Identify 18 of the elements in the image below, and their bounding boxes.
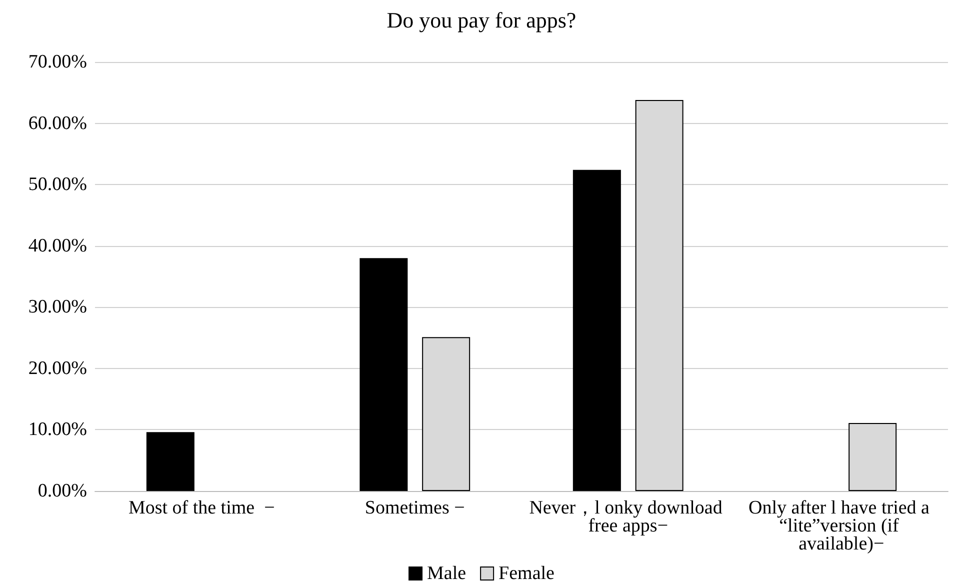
y-tick-label: 40.00% <box>28 235 88 256</box>
bar <box>360 258 408 491</box>
y-tick-label: 50.00% <box>28 174 88 196</box>
y-tick-label: 60.00% <box>28 112 88 134</box>
x-tick-label: Most of the time − <box>128 498 275 518</box>
bar <box>572 170 621 491</box>
y-tick-label: 70.00% <box>28 52 88 72</box>
legend-label: Female <box>498 563 554 584</box>
y-tick-label: 0.00% <box>38 480 88 502</box>
legend-label: Male <box>427 563 466 584</box>
x-tick-label: Never，l onky download free apps− <box>529 498 728 536</box>
bar <box>146 432 194 491</box>
x-tick-label: Only after l have tried a “lite”version (if available)− <box>748 498 934 554</box>
y-tick-label: 10.00% <box>28 419 88 440</box>
y-tick-label: 20.00% <box>28 358 88 379</box>
x-tick-label: Sometimes − <box>364 498 465 518</box>
chart-title: Do you pay for apps? <box>386 8 576 32</box>
y-tick-label: 30.00% <box>28 296 88 318</box>
